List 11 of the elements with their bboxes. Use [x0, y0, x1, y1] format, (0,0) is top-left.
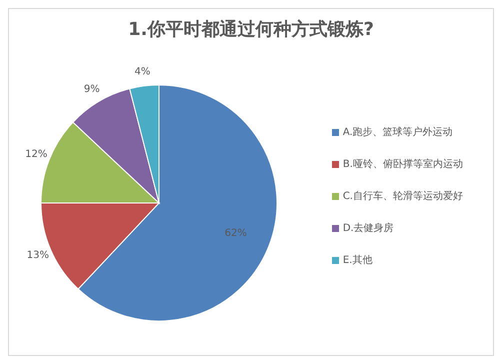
legend-label: D.去健身房 [342, 223, 394, 234]
legend-label: B.哑铃、俯卧撑等室内运动 [342, 159, 463, 170]
legend-label: C.自行车、轮滑等运动爱好 [342, 191, 463, 202]
data-label: 12% [25, 148, 48, 160]
chart-title: 1.你平时都通过何种方式锻炼? [127, 18, 375, 42]
data-label: 4% [134, 66, 150, 78]
data-label: 62% [224, 228, 247, 239]
data-label: 13% [26, 250, 49, 261]
data-label: 9% [84, 84, 100, 95]
legend-label: A.跑步、篮球等户外运动 [342, 127, 453, 138]
legend-label: E.其他 [342, 255, 372, 266]
